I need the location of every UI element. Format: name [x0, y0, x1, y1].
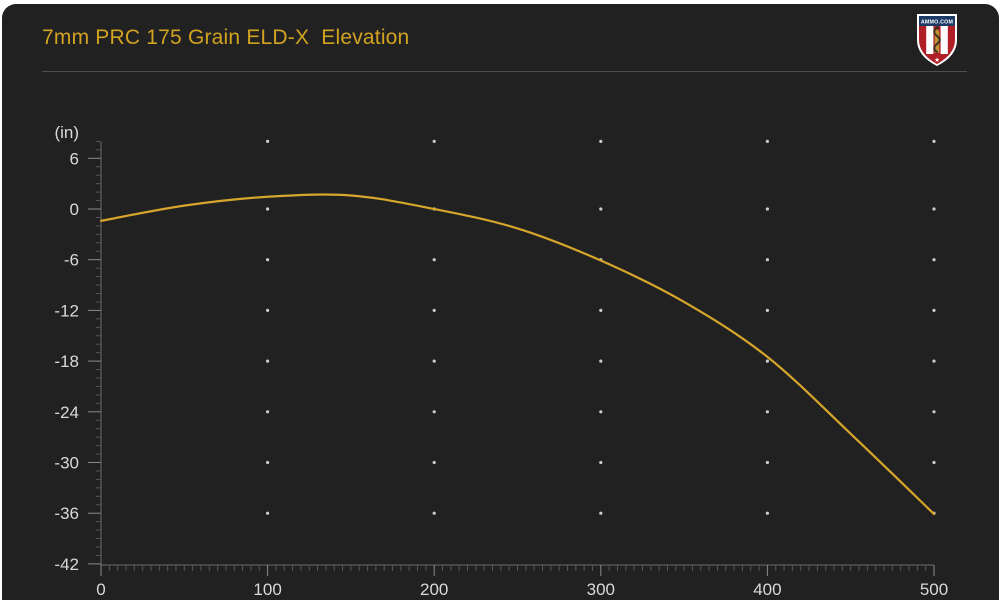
grid-dot — [932, 410, 936, 414]
grid-dot — [432, 308, 436, 312]
elevation-chart: 6 0 -6 -12 -18 -24 -30 -36 -42 (in) 0 100 200 300 400 5… — [54, 123, 948, 596]
grid-dot — [765, 460, 770, 465]
grid-dot — [266, 511, 270, 515]
grid-dot — [266, 308, 270, 312]
grid-dot — [432, 460, 436, 465]
snake-icon — [933, 26, 941, 53]
grid-dot — [765, 359, 770, 363]
x-tick-label: 400 — [753, 580, 781, 596]
y-tick-label: -36 — [54, 504, 79, 523]
grid-dot — [932, 460, 936, 465]
grid-dot — [765, 308, 770, 312]
grid-dot — [266, 139, 270, 143]
header-divider — [42, 71, 967, 72]
grid-dot — [432, 511, 436, 515]
grid-dot — [599, 410, 603, 414]
grid-dot — [432, 258, 436, 262]
grid-dot — [266, 258, 270, 262]
y-tick-label: -24 — [54, 403, 79, 422]
y-tick-label: -42 — [54, 555, 79, 574]
chart-header: 7mm PRC 175 Grain ELD-X Elevation AMMO.C… — [2, 4, 999, 71]
x-tick-label: 0 — [96, 580, 105, 596]
x-tick-label: 100 — [253, 580, 281, 596]
grid-dot — [266, 410, 270, 414]
grid-dot — [599, 139, 603, 143]
grid-dot — [266, 460, 270, 465]
grid-dot — [599, 511, 603, 515]
x-tick-label: 200 — [420, 580, 448, 596]
grid-dot — [932, 258, 936, 262]
grid-dot — [432, 359, 436, 363]
ammo-shield-icon: AMMO.COM ★ — [917, 14, 957, 66]
logo-text: AMMO.COM — [921, 20, 954, 26]
y-tick-label: -30 — [54, 454, 79, 473]
grid-dot — [599, 460, 603, 465]
star-icon: ★ — [934, 56, 940, 64]
chart-card: 7mm PRC 175 Grain ELD-X Elevation AMMO.C… — [2, 4, 999, 600]
grid-dot — [765, 139, 770, 143]
shield-top-band — [919, 16, 955, 26]
grid-dot — [432, 139, 436, 143]
chart-title: 7mm PRC 175 Grain ELD-X Elevation — [42, 26, 410, 49]
grid-dot — [932, 359, 936, 363]
grid-dot — [432, 410, 436, 414]
grid-dot — [266, 359, 270, 363]
grid-dot — [765, 207, 770, 211]
x-tick-label: 500 — [920, 580, 948, 596]
grid-dot — [599, 308, 603, 312]
grid-dot — [599, 207, 603, 211]
y-tick-label: -6 — [64, 251, 79, 270]
axis-line — [100, 142, 934, 566]
y-tick-label: 0 — [70, 200, 79, 219]
grid-dot — [266, 207, 270, 211]
grid-dot — [765, 258, 770, 262]
x-tick-label: 300 — [587, 580, 615, 596]
grid-dot — [765, 410, 770, 414]
y-tick-label: -18 — [54, 352, 79, 371]
y-axis-unit-label: (in) — [54, 123, 79, 142]
grid-dot — [599, 359, 603, 363]
shield-bottom-band — [919, 54, 955, 64]
grid-dot — [765, 511, 770, 515]
y-tick-label: -12 — [54, 301, 79, 320]
ammo-logo[interactable]: AMMO.COM ★ — [915, 12, 959, 68]
grid-dot — [932, 308, 936, 312]
trajectory-line — [99, 193, 936, 516]
grid-dot — [932, 139, 936, 143]
grid-dot — [932, 207, 936, 211]
y-tick-label: 6 — [70, 149, 79, 168]
